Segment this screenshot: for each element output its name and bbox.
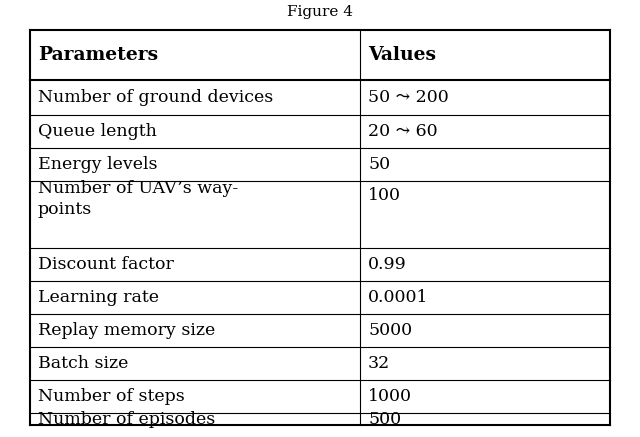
Text: Parameters: Parameters xyxy=(38,46,158,64)
Text: Number of episodes: Number of episodes xyxy=(38,411,215,428)
Text: Discount factor: Discount factor xyxy=(38,256,174,273)
Text: 5000: 5000 xyxy=(368,322,412,339)
Text: 500: 500 xyxy=(368,411,401,428)
Text: Batch size: Batch size xyxy=(38,355,129,372)
Text: Energy levels: Energy levels xyxy=(38,156,157,173)
Text: 0.0001: 0.0001 xyxy=(368,289,429,306)
Text: Learning rate: Learning rate xyxy=(38,289,159,306)
Text: 50 ⤳ 200: 50 ⤳ 200 xyxy=(368,89,449,106)
Text: Number of ground devices: Number of ground devices xyxy=(38,89,273,106)
Text: 0.99: 0.99 xyxy=(368,256,407,273)
Text: 1000: 1000 xyxy=(368,388,412,405)
Text: 50: 50 xyxy=(368,156,390,173)
Text: Values: Values xyxy=(368,46,436,64)
Text: Figure 4: Figure 4 xyxy=(287,5,353,19)
Text: Number of steps: Number of steps xyxy=(38,388,185,405)
Text: 100: 100 xyxy=(368,187,401,204)
Text: Replay memory size: Replay memory size xyxy=(38,322,215,339)
Text: 20 ⤳ 60: 20 ⤳ 60 xyxy=(368,123,438,140)
Text: Queue length: Queue length xyxy=(38,123,157,140)
Text: Number of UAV’s way-
points: Number of UAV’s way- points xyxy=(38,180,238,218)
Text: 32: 32 xyxy=(368,355,390,372)
